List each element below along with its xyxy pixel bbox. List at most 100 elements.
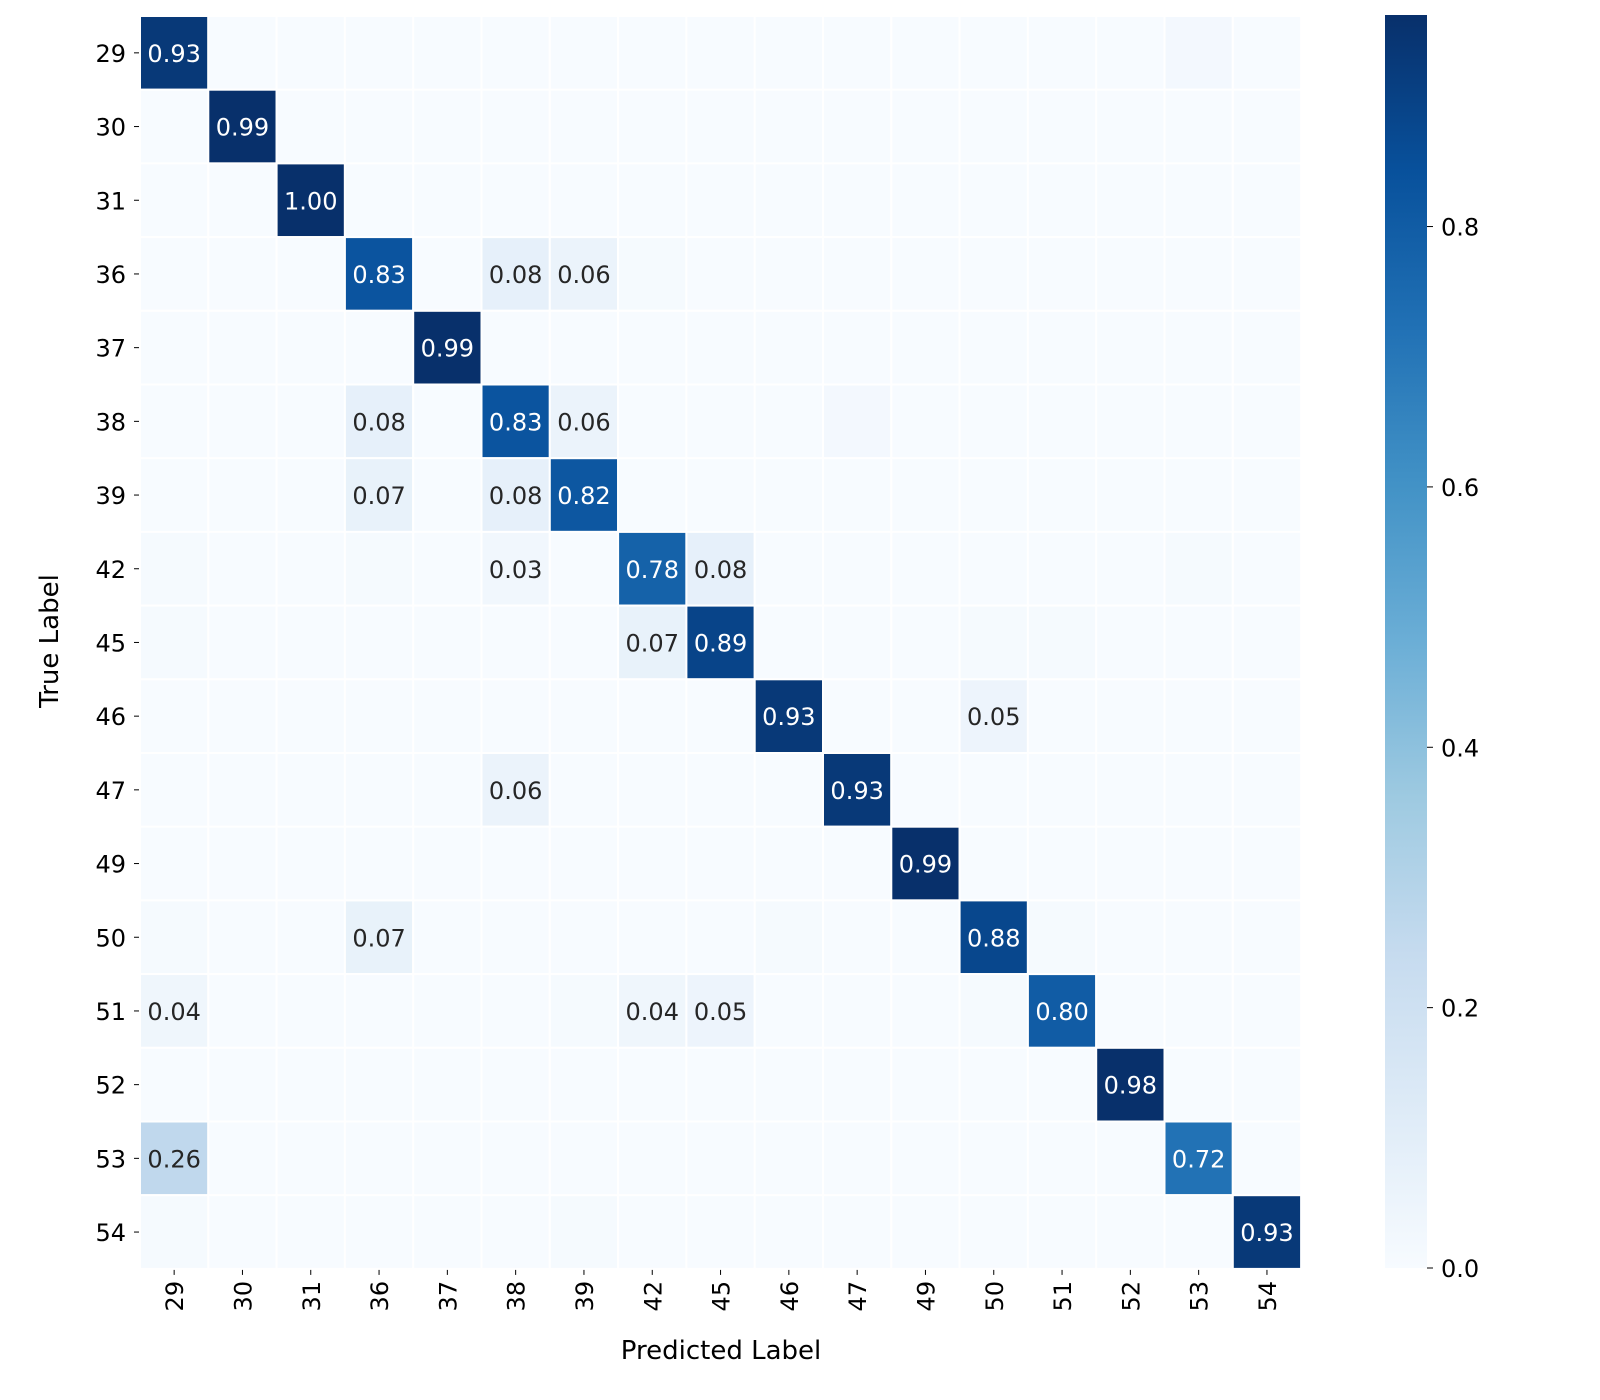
- y-tick-label: 38: [95, 408, 126, 436]
- x-tick-label: 46: [776, 1281, 804, 1312]
- cell-label-42-45: 0.08: [694, 556, 747, 584]
- heatmap-cell-42-51: [1026, 530, 1098, 607]
- heatmap-cell-30-54: [1231, 88, 1303, 165]
- heatmap-cell-54-47: [822, 1194, 893, 1270]
- heatmap-cell-31-50: [958, 162, 1029, 239]
- heatmap-cell-36-53: [1163, 236, 1234, 312]
- heatmap-cell-39-46: [753, 457, 825, 533]
- heatmap-cell-53-31: [275, 1120, 346, 1197]
- heatmap-cell-50-29: [139, 899, 210, 976]
- heatmap-cell-37-37: [412, 309, 483, 386]
- heatmap-cell-46-51: [1026, 678, 1098, 754]
- y-tick-label: 31: [95, 187, 126, 215]
- heatmap-cell-50-45: [685, 899, 756, 976]
- heatmap-cell-42-30: [207, 530, 278, 607]
- heatmap-cell-53-45: [685, 1120, 756, 1197]
- heatmap-cell-39-53: [1163, 457, 1234, 533]
- heatmap-cell-47-31: [275, 752, 346, 828]
- heatmap-cell-51-50: [958, 973, 1029, 1049]
- cell-label-50-50: 0.88: [967, 924, 1020, 952]
- heatmap-cell-45-46: [753, 604, 825, 681]
- heatmap-cell-53-51: [1026, 1120, 1098, 1197]
- heatmap-cell-29-39: [548, 15, 620, 91]
- heatmap-cell-31-29: [139, 162, 210, 239]
- heatmap-cell-54-36: [343, 1194, 415, 1270]
- heatmap-cell-54-46: [753, 1194, 825, 1270]
- heatmap-cell-53-42: [617, 1120, 688, 1197]
- y-tick-label: 54: [95, 1219, 126, 1247]
- cell-label-29-29: 0.93: [147, 40, 200, 68]
- heatmap-cell-37-42: [617, 309, 688, 386]
- heatmap-cell-37-46: [753, 309, 825, 386]
- heatmap-cell-38-45: [685, 383, 756, 460]
- heatmap-cell-36-31: [275, 236, 346, 312]
- heatmap-cell-51-51: [1026, 973, 1098, 1049]
- heatmap-cell-47-30: [207, 752, 278, 828]
- heatmap-cell-37-31: [275, 309, 346, 386]
- cell-label-51-51: 0.80: [1035, 998, 1088, 1026]
- cell-label-51-45: 0.05: [694, 998, 747, 1026]
- heatmap-cell-52-31: [275, 1046, 346, 1123]
- cell-label-46-50: 0.05: [967, 703, 1020, 731]
- heatmap-cell-54-29: [139, 1194, 210, 1270]
- heatmap-cell-42-39: [548, 530, 620, 607]
- heatmap-cell-49-37: [412, 825, 483, 902]
- cell-label-31-31: 1.00: [284, 187, 337, 215]
- heatmap-cells: [139, 15, 1303, 1270]
- y-tick-label: 37: [95, 335, 126, 363]
- heatmap-cell-51-42: [617, 973, 688, 1049]
- heatmap-cell-49-45: [685, 825, 756, 902]
- heatmap-cell-39-42: [617, 457, 688, 533]
- heatmap-cell-30-47: [822, 88, 893, 165]
- heatmap-cell-49-30: [207, 825, 278, 902]
- heatmap-cell-30-42: [617, 88, 688, 165]
- cell-label-45-45: 0.89: [694, 629, 747, 657]
- heatmap-cell-50-39: [548, 899, 620, 976]
- heatmap-cell-51-38: [480, 973, 551, 1049]
- heatmap-cell-49-50: [958, 825, 1029, 902]
- heatmap-cell-45-29: [139, 604, 210, 681]
- cell-label-36-36: 0.83: [352, 261, 405, 289]
- heatmap-cell-29-31: [275, 15, 346, 91]
- y-tick-label: 51: [95, 998, 126, 1026]
- heatmap-cell-46-30: [207, 678, 278, 754]
- heatmap-cell-50-31: [275, 899, 346, 976]
- heatmap-cell-50-53: [1163, 899, 1234, 976]
- heatmap-cell-42-53: [1163, 530, 1234, 607]
- heatmap-cell-52-50: [958, 1046, 1029, 1123]
- x-tick-label: 38: [503, 1281, 531, 1312]
- heatmap-cell-30-49: [890, 88, 961, 165]
- heatmap-cell-42-42: [617, 530, 688, 607]
- heatmap-cell-46-31: [275, 678, 346, 754]
- heatmap-cell-38-52: [1095, 383, 1166, 460]
- heatmap-cell-45-31: [275, 604, 346, 681]
- heatmap-cell-39-49: [890, 457, 961, 533]
- heatmap-cell-54-31: [275, 1194, 346, 1270]
- heatmap-cell-51-29: [139, 973, 210, 1049]
- y-tick-label: 36: [95, 261, 126, 289]
- heatmap-cell-46-36: [343, 678, 415, 754]
- heatmap-cell-51-36: [343, 973, 415, 1049]
- heatmap-cell-29-46: [753, 15, 825, 91]
- cell-label-53-53: 0.72: [1172, 1145, 1225, 1173]
- heatmap-cell-53-52: [1095, 1120, 1166, 1197]
- heatmap-cell-53-38: [480, 1120, 551, 1197]
- heatmap-cell-54-53: [1163, 1194, 1234, 1270]
- colorbar-tick-label: 0.0: [1441, 1255, 1479, 1283]
- heatmap-cell-52-39: [548, 1046, 620, 1123]
- heatmap-cell-51-52: [1095, 973, 1166, 1049]
- heatmap-cell-54-54: [1231, 1194, 1303, 1270]
- heatmap-cell-47-45: [685, 752, 756, 828]
- x-tick-label: 51: [1049, 1281, 1077, 1312]
- heatmap-cell-29-50: [958, 15, 1029, 91]
- x-tick-label: 29: [161, 1281, 189, 1312]
- x-axis: 29 30 31 36 37 38 39 42 45 46 47 49 50 51 52 53 54: [161, 1269, 1282, 1312]
- y-axis-title: True Label: [35, 574, 65, 709]
- heatmap-cell-29-38: [480, 15, 551, 91]
- heatmap-cell-31-51: [1026, 162, 1098, 239]
- heatmap-cell-53-39: [548, 1120, 620, 1197]
- heatmap-cell-50-54: [1231, 899, 1303, 976]
- heatmap-cell-36-52: [1095, 236, 1166, 312]
- heatmap-cell-42-50: [958, 530, 1029, 607]
